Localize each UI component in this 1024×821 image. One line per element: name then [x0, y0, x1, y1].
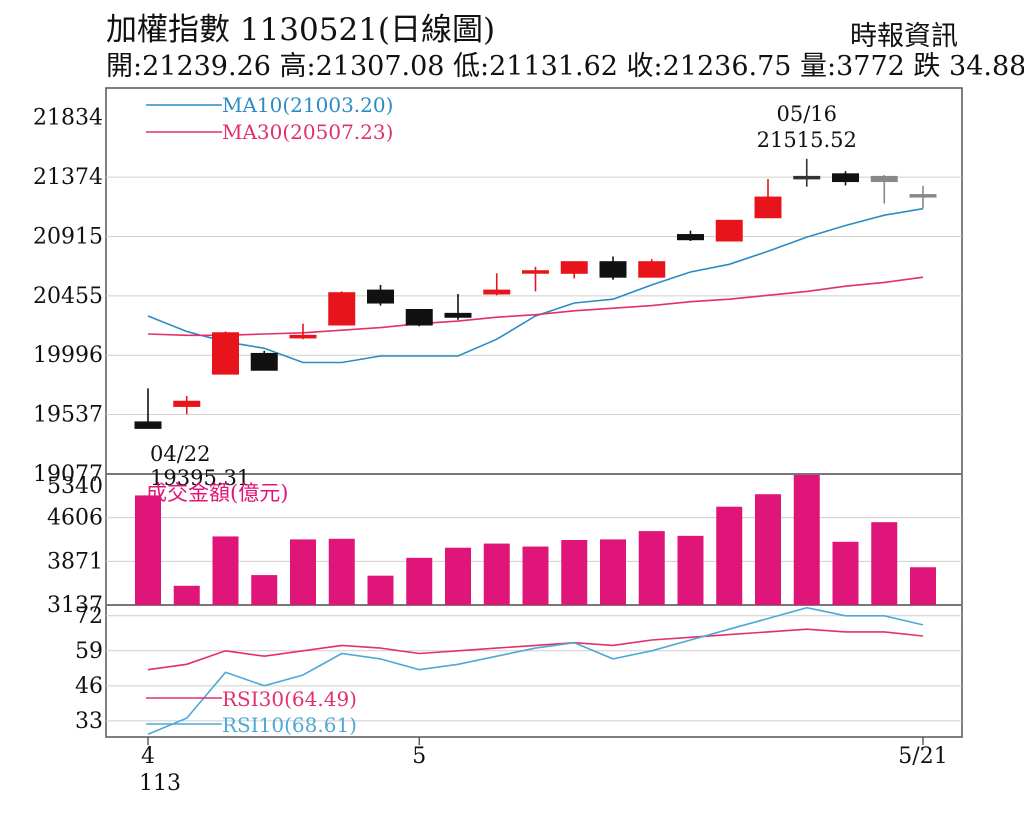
rsi-line [147, 628, 924, 671]
volume-title: 成交金額(億元) [146, 481, 288, 505]
volume-y-tick-label: 4606 [47, 506, 103, 531]
rsi-line [147, 606, 924, 736]
y-tick-label: 19996 [33, 343, 103, 368]
legend-label: RSI30(64.49) [222, 687, 357, 711]
ma-line [147, 276, 924, 337]
volume-bar [290, 539, 316, 605]
candle-body [367, 289, 394, 304]
chart-title: 加權指數 1130521(日線圖) [106, 12, 496, 48]
volume-bar [251, 575, 278, 605]
volume-bar [677, 535, 704, 605]
volume-bar [173, 585, 200, 605]
rsi-y-tick-label: 46 [75, 674, 103, 699]
volume-bar [871, 522, 898, 605]
candle-body [638, 261, 666, 278]
quote-summary: 開:21239.26 高:21307.08 低:21131.62 收:21236… [106, 51, 1024, 82]
volume-bar [600, 539, 626, 605]
volume-bar [328, 538, 355, 605]
candle-body [754, 196, 782, 219]
candle-body [328, 292, 356, 326]
candle-body [173, 400, 201, 407]
legend-label: RSI10(68.61) [222, 713, 357, 737]
candle-body [560, 261, 588, 274]
candle-body [250, 352, 278, 371]
annotation-value: 19395.31 [150, 466, 250, 490]
legend-label: MA10(21003.20) [222, 93, 393, 117]
volume-bar [212, 536, 239, 605]
candle-body [289, 334, 317, 339]
y-tick-label: 19537 [33, 403, 103, 428]
volume-bar [638, 531, 665, 605]
candle-body [405, 308, 433, 326]
y-tick-label: 20915 [33, 224, 103, 249]
volume-bar [910, 567, 936, 605]
volume-bar [135, 495, 161, 605]
volume-y-tick-label: 5340 [47, 474, 103, 499]
y-tick-label: 21374 [33, 165, 103, 190]
volume-bar [716, 506, 743, 605]
volume-bar [793, 475, 820, 605]
volume-bar [406, 557, 433, 605]
rsi-y-tick-label: 72 [75, 604, 103, 629]
y-tick-label: 21834 [33, 106, 103, 131]
y-tick-label: 19077 [33, 462, 103, 487]
annotation-date: 04/22 [150, 442, 211, 466]
legend-label: MA30(20507.23) [222, 120, 393, 144]
x-tick-label: 5 [412, 744, 426, 769]
source-label: 時報資訊 [850, 21, 958, 52]
volume-bar [561, 540, 588, 605]
volume-bar [522, 546, 549, 605]
volume-bar [445, 547, 471, 605]
volume-bar [367, 575, 394, 605]
volume-bar [755, 494, 781, 605]
x-tick-sublabel: 113 [139, 771, 181, 796]
candle-body [522, 270, 549, 274]
plot-frame [105, 87, 963, 738]
candle-body [444, 312, 472, 318]
volume-bar [483, 543, 510, 605]
candle-body [212, 332, 239, 375]
candle-body [599, 261, 627, 278]
candle-body [483, 289, 511, 295]
x-tick-label: 5/21 [898, 744, 947, 769]
candle-body [870, 175, 898, 183]
candle-body [793, 175, 821, 180]
annotation-date: 05/16 [776, 102, 837, 126]
annotation-value: 21515.52 [757, 128, 857, 152]
volume-bar [832, 541, 859, 605]
candle-body [715, 219, 743, 242]
y-tick-label: 20455 [33, 284, 103, 309]
x-tick-label: 4 [141, 744, 155, 769]
volume-y-tick-label: 3871 [47, 549, 103, 574]
rsi-y-tick-label: 33 [75, 709, 103, 734]
volume-y-tick-label: 3137 [47, 593, 103, 618]
candle-body [832, 173, 859, 183]
candle-body [677, 234, 704, 241]
rsi-y-tick-label: 59 [75, 639, 103, 664]
candle-body [134, 421, 162, 429]
candle-body [909, 194, 937, 198]
